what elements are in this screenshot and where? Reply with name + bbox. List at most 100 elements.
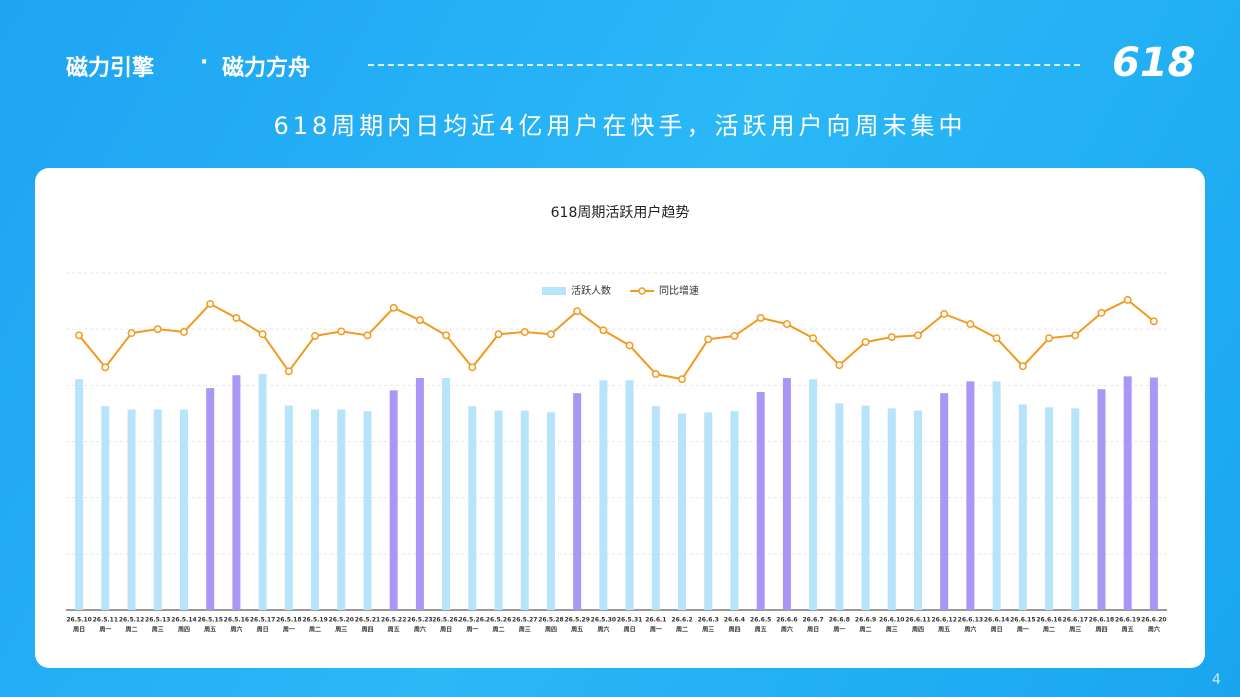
- bar: [179, 409, 188, 610]
- x-tick-sublabel: 周一: [1017, 626, 1029, 634]
- x-tick-label: 26.6.16: [1036, 617, 1061, 624]
- x-tick-label: 26.5.11: [93, 617, 118, 624]
- marker: [704, 335, 713, 344]
- bar: [913, 410, 922, 610]
- marker: [232, 313, 241, 322]
- marker: [75, 331, 84, 340]
- x-tick-label: 26.6.12: [931, 617, 956, 624]
- marker: [337, 327, 346, 336]
- x-tick-label: 26.5.14: [171, 617, 196, 624]
- bar: [520, 410, 529, 610]
- marker: [494, 330, 503, 339]
- x-tick-sublabel: 周日: [440, 626, 452, 634]
- x-tick-label: 26.5.26.: [458, 617, 486, 624]
- x-tick-sublabel: 周二: [1043, 626, 1055, 634]
- x-tick-sublabel: 周二: [860, 626, 872, 634]
- x-tick-label: 26.5.15: [197, 617, 222, 624]
- marker: [914, 331, 922, 340]
- x-tick-label: 26.6.18: [1089, 617, 1114, 624]
- marker: [887, 333, 896, 341]
- x-tick-sublabel: 周六: [964, 626, 976, 634]
- x-tick-sublabel: 周日: [257, 626, 269, 634]
- marker: [599, 326, 608, 335]
- legend-label: 同比增速: [659, 284, 699, 297]
- x-tick-label: 26.5.22: [381, 617, 406, 624]
- x-tick-label: 26.6.5: [750, 617, 771, 624]
- logo-text: 磁力引擎: [66, 56, 155, 81]
- bar: [940, 393, 949, 610]
- marker: [1045, 334, 1053, 343]
- x-tick-sublabel: 周四: [178, 626, 190, 634]
- bar: [756, 392, 765, 610]
- x-tick-label: 26.6.9: [855, 617, 876, 624]
- marker: [1071, 331, 1080, 340]
- bar: [1018, 404, 1027, 610]
- bar: [232, 375, 241, 610]
- bar: [573, 393, 582, 610]
- bar: [546, 412, 555, 610]
- x-tick-label: 26.6.11: [905, 617, 930, 624]
- x-tick-sublabel: 周四: [912, 626, 924, 634]
- x-tick-sublabel: 周三: [1069, 626, 1081, 634]
- x-tick-sublabel: 周一: [650, 626, 662, 634]
- headline: 618周期内日均近4亿用户在快手，活跃用户向周末集中: [273, 112, 967, 140]
- x-tick-sublabel: 周二: [493, 626, 505, 634]
- x-tick-label: 26.5.10: [66, 617, 91, 624]
- x-tick-label: 26.6.6: [776, 617, 797, 624]
- x-tick-sublabel: 周三: [519, 626, 531, 634]
- x-tick-label: 26.6.4: [724, 617, 745, 624]
- x-tick-sublabel: 周四: [728, 626, 740, 634]
- marker: [284, 367, 293, 376]
- marker: [1149, 317, 1158, 326]
- line: [78, 298, 1155, 381]
- bar: [258, 374, 267, 610]
- x-tick-label: 26.6.14: [984, 617, 1009, 624]
- x-tick-sublabel: 周三: [702, 626, 714, 634]
- marker: [363, 331, 372, 340]
- x-tick-sublabel: 周日: [807, 626, 819, 634]
- x-tick-sublabel: 周一: [466, 626, 478, 634]
- x-tick-sublabel: 周四: [361, 626, 373, 634]
- x-tick-sublabel: 周日: [624, 626, 636, 634]
- x-tick-sublabel: 周五: [388, 626, 400, 634]
- bar: [494, 410, 503, 610]
- marker: [442, 331, 451, 340]
- bar: [835, 403, 844, 610]
- logo-text: 磁力方舟: [222, 56, 311, 81]
- x-tick-label: 26.5.21: [355, 617, 380, 624]
- bar: [651, 406, 660, 610]
- bar: [468, 406, 477, 610]
- marker: [127, 329, 136, 338]
- marker: [861, 338, 870, 347]
- marker: [809, 334, 818, 343]
- x-tick-sublabel: 周日: [73, 626, 85, 634]
- bar: [704, 412, 713, 610]
- marker: [756, 313, 765, 322]
- bar: [599, 380, 608, 610]
- marker: [153, 325, 162, 334]
- bar: [415, 378, 424, 610]
- x-tick-label: 26.6.13: [958, 617, 983, 624]
- chart-card: [35, 168, 1205, 668]
- legend-swatch: [638, 287, 646, 295]
- marker: [573, 307, 582, 316]
- x-tick-sublabel: 周五: [204, 626, 216, 634]
- separator: ·: [200, 50, 209, 75]
- x-tick-sublabel: 周二: [309, 626, 321, 634]
- dashed-rule: [368, 64, 1080, 66]
- x-tick-sublabel: 周一: [283, 626, 295, 634]
- x-tick-sublabel: 周四: [545, 626, 557, 634]
- marker: [1123, 296, 1132, 304]
- marker: [101, 363, 110, 372]
- chart-title: 618周期活跃用户趋势: [551, 204, 690, 221]
- x-tick-label: 26.5.29: [564, 617, 589, 624]
- marker: [311, 331, 319, 340]
- x-tick-label: 26.6.19: [1115, 617, 1140, 624]
- x-tick-sublabel: 周六: [230, 626, 242, 634]
- marker: [966, 320, 975, 329]
- bar: [730, 411, 739, 610]
- bar: [992, 381, 1001, 610]
- marker: [1018, 362, 1027, 371]
- x-tick-label: 26.6.3: [698, 617, 719, 624]
